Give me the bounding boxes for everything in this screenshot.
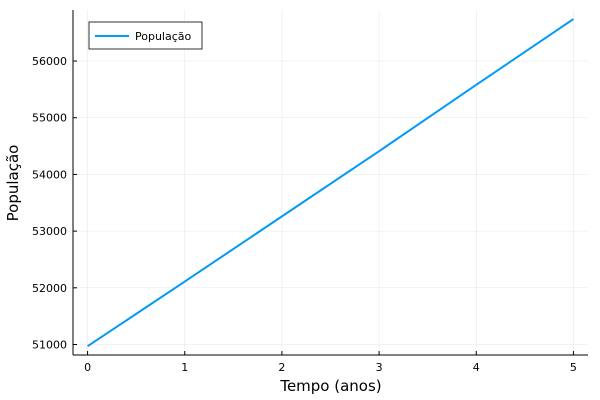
legend-label: População: [135, 30, 192, 43]
x-tick-label: 4: [473, 361, 480, 374]
y-tick-label: 53000: [32, 225, 67, 238]
y-tick-label: 54000: [32, 168, 67, 181]
grid: [73, 10, 588, 355]
x-tick-label: 5: [570, 361, 577, 374]
ticks: 0 1 2 3 4 5 51000 52000 53000 54000 55000 56000: [32, 55, 577, 374]
axes: [72, 10, 588, 356]
x-tick-label: 2: [278, 361, 285, 374]
series-line-populacao: [87, 18, 574, 348]
y-tick-label: 51000: [32, 339, 67, 352]
y-tick-label: 56000: [32, 55, 67, 68]
y-tick-label: 52000: [32, 282, 67, 295]
legend: População: [88, 21, 203, 50]
x-tick-label: 1: [181, 361, 188, 374]
y-tick-label: 55000: [32, 112, 67, 125]
x-tick-label: 0: [84, 361, 91, 374]
series: [87, 18, 574, 348]
x-axis-title: Tempo (anos): [279, 377, 381, 395]
x-tick-label: 3: [376, 361, 383, 374]
y-axis-title: População: [4, 145, 22, 222]
